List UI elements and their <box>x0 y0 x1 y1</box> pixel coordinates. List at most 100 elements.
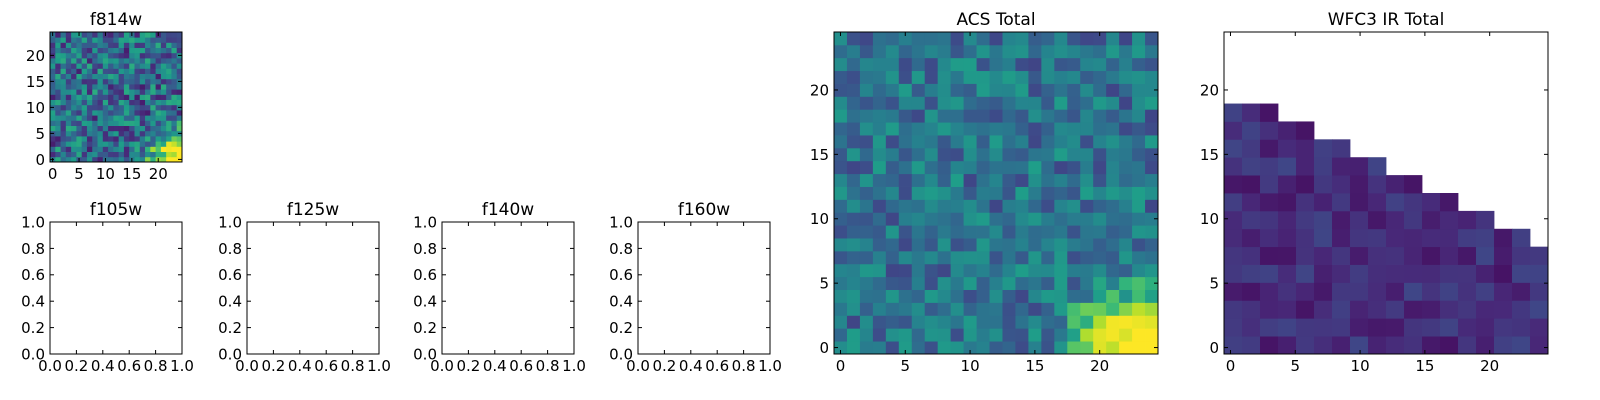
heatmap-cell <box>176 125 183 132</box>
heatmap-cell <box>1041 289 1055 303</box>
heatmap-cell <box>898 109 913 123</box>
heatmap-cell <box>139 99 146 106</box>
heatmap-cell <box>145 136 151 142</box>
heatmap-cell <box>1242 121 1261 140</box>
heatmap-cell <box>1145 225 1159 239</box>
heatmap-cell <box>1242 210 1261 230</box>
heatmap-cell <box>134 68 141 74</box>
heatmap-cell <box>834 160 848 175</box>
heatmap-cell <box>166 68 172 74</box>
heatmap-cell <box>171 78 178 85</box>
heatmap-cell <box>71 99 77 106</box>
heatmap-cell <box>129 141 135 147</box>
heatmap-cell <box>155 136 162 142</box>
heatmap-cell <box>1296 139 1315 158</box>
heatmap-cell <box>1080 315 1094 329</box>
heatmap-cell <box>134 146 141 152</box>
heatmap-cell <box>102 99 109 106</box>
heatmap-cell <box>171 89 178 95</box>
heatmap-cell <box>1093 147 1107 162</box>
heatmap-cell <box>155 52 162 59</box>
heatmap-cell <box>160 89 167 95</box>
heatmap-cell <box>898 238 913 252</box>
heatmap-cell <box>1041 147 1055 162</box>
heatmap-cell <box>1106 44 1120 59</box>
heatmap-cell <box>1512 246 1531 265</box>
heatmap-cell <box>1386 336 1405 355</box>
heatmap-cell <box>129 104 135 111</box>
x-tick-label: 5 <box>1291 357 1301 375</box>
heatmap-cell <box>911 328 926 342</box>
heatmap-cell <box>989 302 1003 316</box>
heatmap-cell <box>1067 199 1081 213</box>
heatmap-cell <box>155 73 162 80</box>
heatmap-cell <box>1028 328 1042 342</box>
y-tick-label: 0 <box>819 339 829 357</box>
heatmap-cell <box>171 68 178 74</box>
heatmap-cell <box>150 47 156 54</box>
heatmap-cell <box>1422 318 1441 337</box>
heatmap-cell <box>924 199 939 213</box>
heatmap-cell <box>55 130 61 137</box>
heatmap-cell <box>1080 289 1094 303</box>
heatmap-cell <box>81 151 88 158</box>
heatmap-cell <box>976 109 990 123</box>
heatmap-cell <box>1224 264 1243 283</box>
heatmap-cell <box>963 135 977 149</box>
heatmap-cell <box>885 96 900 110</box>
heatmap-cell <box>950 328 964 342</box>
heatmap-cell <box>1002 341 1016 355</box>
heatmap-cell <box>145 130 151 137</box>
heatmap-cell <box>139 125 146 132</box>
heatmap-cell <box>898 135 913 149</box>
heatmap-cell <box>885 173 900 187</box>
heatmap-cell <box>872 83 887 97</box>
heatmap-cell <box>102 68 109 74</box>
heatmap-cell <box>108 99 114 106</box>
heatmap-cell <box>1119 250 1133 265</box>
heatmap-cell <box>145 141 151 147</box>
heatmap-cell <box>963 96 977 110</box>
heatmap-cell <box>139 115 146 121</box>
heatmap-cell <box>1028 212 1042 226</box>
heatmap-cell <box>1080 250 1094 265</box>
heatmap-cell <box>976 96 990 110</box>
heatmap-cell <box>55 84 61 90</box>
heatmap-cell <box>898 225 913 239</box>
heatmap-cell <box>1106 199 1120 213</box>
heatmap-cell <box>989 57 1003 72</box>
heatmap-cell <box>1132 160 1146 175</box>
heatmap-cell <box>989 70 1003 84</box>
heatmap-cell <box>924 83 939 97</box>
heatmap-cell <box>97 78 104 85</box>
heatmap-cell <box>129 99 135 106</box>
heatmap-cell <box>145 84 151 90</box>
x-tick-label: 10 <box>1351 357 1370 375</box>
heatmap-cell <box>71 104 77 111</box>
heatmap-cell <box>885 70 900 84</box>
x-tick-label: 20 <box>1480 357 1499 375</box>
heatmap-cell <box>898 328 913 342</box>
heatmap-cell <box>1028 160 1042 175</box>
heatmap-cell <box>872 57 887 72</box>
heatmap-cell <box>924 276 939 290</box>
heatmap-cell <box>1080 96 1094 110</box>
heatmap-cell <box>1224 318 1243 337</box>
heatmap-cell <box>950 160 964 175</box>
heatmap-cell <box>108 52 114 59</box>
heatmap-cell <box>1332 264 1351 283</box>
y-tick-label: 15 <box>810 146 829 164</box>
heatmap-cell <box>81 68 88 74</box>
heatmap-cell <box>1067 122 1081 136</box>
heatmap-cell <box>86 151 93 158</box>
heatmap-cell <box>145 52 151 59</box>
heatmap-cell <box>60 136 67 142</box>
heatmap-cell <box>1028 173 1042 187</box>
heatmap-cell <box>1404 246 1423 265</box>
heatmap-cell <box>1093 186 1107 200</box>
heatmap-cell <box>160 136 167 142</box>
heatmap-cell <box>859 328 874 342</box>
heatmap-cell <box>1278 121 1297 140</box>
heatmap-cell <box>71 151 77 158</box>
heatmap-cell <box>1054 32 1068 46</box>
